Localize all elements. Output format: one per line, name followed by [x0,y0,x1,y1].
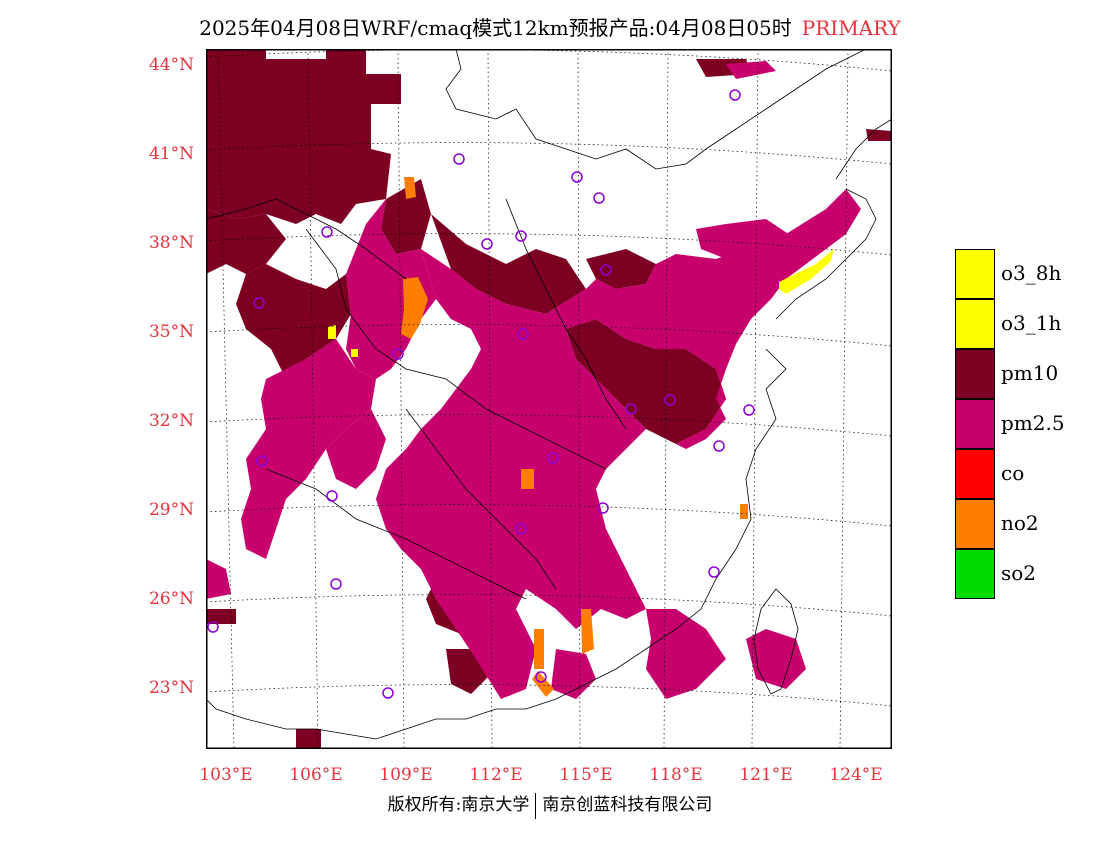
legend-label: so2 [1001,561,1037,585]
lon-label-121: 121°E [739,765,793,785]
lon-label-106: 106°E [289,765,343,785]
city-marker [330,578,342,590]
legend-swatch [955,449,995,499]
lon-label-124: 124°E [829,765,883,785]
legend-swatch [955,399,995,449]
legend-swatch [955,349,995,399]
lat-label-29: 29°N [148,500,194,520]
legend-label: o3_1h [1001,311,1062,335]
city-marker [708,566,720,578]
map-title: 2025年04月08日WRF/cmaq模式12km预报产品:04月08日05时 P… [0,12,1100,41]
lon-label-118: 118°E [649,765,703,785]
legend-item-o3-1h: o3_1h [955,299,1095,349]
graticule [206,49,892,749]
city-marker [321,226,333,238]
city-marker [729,89,741,101]
city-marker [517,328,529,340]
legend: o3_8h o3_1h pm10 pm2.5 co no2 so2 [955,249,1095,599]
legend-item-pm25: pm2.5 [955,399,1095,449]
lat-label-26: 26°N [148,589,194,609]
pm25-regions [206,61,861,699]
map-title-tag: PRIMARY [801,16,901,40]
city-marker [571,171,583,183]
legend-item-co: co [955,449,1095,499]
city-marker [392,348,404,360]
no2-regions [401,177,748,697]
lon-label-109: 109°E [379,765,433,785]
lat-label-41: 41°N [148,144,194,164]
city-marker [253,297,265,309]
lat-label-38: 38°N [148,233,194,253]
map-title-main: 2025年04月08日WRF/cmaq模式12km预报产品:04月08日05时 [199,16,792,40]
lat-label-32: 32°N [148,411,194,431]
city-marker [382,687,394,699]
legend-label: pm2.5 [1001,411,1065,435]
legend-item-no2: no2 [955,499,1095,549]
legend-label: co [1001,461,1025,485]
city-marker [515,230,527,242]
city-marker [600,264,612,276]
legend-swatch [955,499,995,549]
boundary-lines [206,49,892,740]
city-marker [326,490,338,502]
city-marker [625,403,637,415]
city-marker [256,455,268,467]
city-markers [207,89,755,699]
copyright-left: 版权所有:南京大学 [387,795,530,815]
legend-item-pm10: pm10 [955,349,1095,399]
city-marker [547,452,559,464]
city-marker [713,440,725,452]
city-marker [453,153,465,165]
legend-label: no2 [1001,511,1039,535]
lon-label-103: 103°E [199,765,253,785]
o3-regions [328,249,834,357]
legend-label: pm10 [1001,361,1059,385]
lat-label-44: 44°N [148,55,194,75]
legend-swatch [955,249,995,299]
lon-label-115: 115°E [559,765,613,785]
copyright-footer: 版权所有:南京大学 南京创蓝科技有限公司 [0,790,1100,819]
lon-label-112: 112°E [469,765,523,785]
footer-separator [535,792,537,819]
copyright-right: 南京创蓝科技有限公司 [542,795,713,815]
map-frame [206,49,892,749]
legend-label: o3_8h [1001,261,1062,285]
lat-label-35: 35°N [148,322,194,342]
city-marker [593,192,605,204]
city-marker [597,502,609,514]
city-marker [481,238,493,250]
city-marker [664,394,676,406]
city-marker [207,621,219,633]
pollution-map [206,49,892,749]
legend-swatch [955,299,995,349]
city-marker [515,523,527,535]
city-marker [743,404,755,416]
lat-label-23: 23°N [148,678,194,698]
legend-item-so2: so2 [955,549,1095,599]
legend-item-o3-8h: o3_8h [955,249,1095,299]
city-marker [535,671,547,683]
legend-swatch [955,549,995,599]
